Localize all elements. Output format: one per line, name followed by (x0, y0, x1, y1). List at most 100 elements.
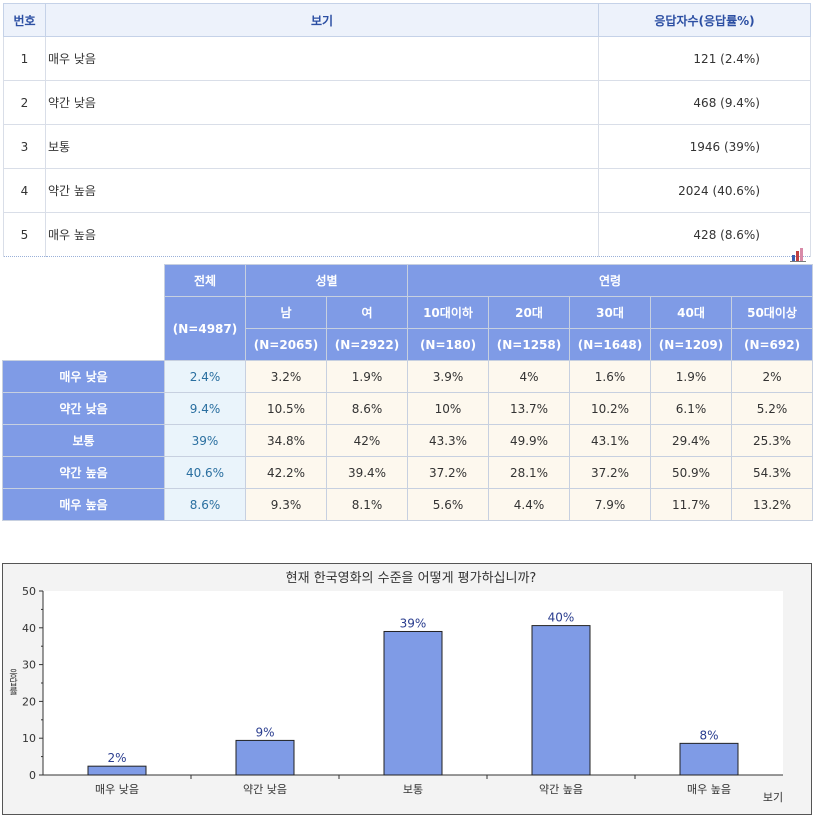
group-total: 전체 (164, 264, 246, 297)
total-n: (N=4987) (164, 296, 246, 361)
bar-data-label: 40% (548, 611, 575, 625)
row-no: 3 (3, 124, 46, 169)
row-no: 1 (3, 36, 46, 81)
x-tick-label: 보통 (403, 783, 423, 796)
row-total: 9.4% (164, 392, 246, 425)
crosstab-row: 보통 39% 34.8% 42% 43.3% 49.9% 43.1% 29.4%… (2, 424, 814, 457)
row-cell: 5.6% (407, 488, 489, 521)
crosstab-table: 전체 성별 연령 (N=4987) 남 여 10대이하 20대 30대 40대 … (2, 264, 814, 521)
row-option: 매우 낮음 (45, 36, 599, 81)
bar-chart-icon[interactable] (789, 246, 807, 262)
x-tick-label: 약간 낮음 (243, 782, 287, 796)
col-n: (N=1258) (488, 328, 570, 361)
row-cell: 42.2% (245, 456, 327, 489)
row-label: 매우 높음 (2, 488, 165, 521)
row-count: 428 (8.6%) (598, 212, 811, 257)
row-cell: 42% (326, 424, 408, 457)
row-option: 보통 (45, 124, 599, 169)
chart-ylabel: 응답률 (7, 668, 17, 695)
row-count: 468 (9.4%) (598, 80, 811, 125)
row-count: 1946 (39%) (598, 124, 811, 169)
table-row: 4 약간 높음 2024 (40.6%) (3, 168, 811, 213)
row-option: 약간 낮음 (45, 80, 599, 125)
col-label: 남 (245, 296, 327, 329)
row-cell: 37.2% (569, 456, 651, 489)
col-label: 20대 (488, 296, 570, 329)
response-table-header: 번호 보기 응답자수(응답률%) (3, 3, 811, 37)
row-no: 2 (3, 80, 46, 125)
y-tick-label: 20 (22, 695, 36, 708)
y-tick-label: 0 (29, 769, 36, 782)
row-option: 매우 높음 (45, 212, 599, 257)
bar-data-label: 9% (255, 725, 274, 739)
row-cell: 50.9% (650, 456, 732, 489)
row-cell: 10% (407, 392, 489, 425)
row-cell: 4% (488, 360, 570, 393)
row-cell: 54.3% (730, 456, 814, 489)
row-cell: 39.4% (326, 456, 408, 489)
row-cell: 34.8% (245, 424, 327, 457)
x-tick-label: 매우 높음 (687, 783, 731, 796)
row-total: 2.4% (164, 360, 246, 393)
row-total: 39% (164, 424, 246, 457)
row-total: 40.6% (164, 456, 246, 489)
col-n: (N=180) (407, 328, 489, 361)
bar (235, 739, 295, 776)
row-cell: 1.6% (569, 360, 651, 393)
bar (531, 625, 591, 776)
row-cell: 43.1% (569, 424, 651, 457)
header-count: 응답자수(응답률%) (598, 3, 811, 37)
row-cell: 43.3% (407, 424, 489, 457)
crosstab-row: 매우 높음 8.6% 9.3% 8.1% 5.6% 4.4% 7.9% 11.7… (2, 488, 814, 521)
row-cell: 1.9% (326, 360, 408, 393)
group-age: 연령 (406, 264, 814, 297)
header-option: 보기 (45, 3, 599, 37)
row-cell: 5.2% (730, 392, 814, 425)
row-no: 5 (3, 212, 46, 257)
crosstab-row: 약간 높음 40.6% 42.2% 39.4% 37.2% 28.1% 37.2… (2, 456, 814, 489)
row-cell: 1.9% (650, 360, 732, 393)
table-row: 1 매우 낮음 121 (2.4%) (3, 36, 811, 81)
row-cell: 3.9% (407, 360, 489, 393)
row-label: 매우 낮음 (2, 360, 165, 393)
col-label: 10대이하 (407, 296, 489, 329)
row-cell: 8.6% (326, 392, 408, 425)
row-count: 121 (2.4%) (598, 36, 811, 81)
col-n: (N=2065) (245, 328, 327, 361)
row-cell: 13.7% (488, 392, 570, 425)
x-tick-label: 매우 낮음 (95, 783, 139, 796)
col-n: (N=692) (730, 328, 814, 361)
row-count: 2024 (40.6%) (598, 168, 811, 213)
row-cell: 6.1% (650, 392, 732, 425)
row-cell: 4.4% (488, 488, 570, 521)
row-total: 8.6% (164, 488, 246, 521)
crosstab-corner (2, 264, 165, 361)
response-table: 번호 보기 응답자수(응답률%) 1 매우 낮음 121 (2.4%) 2 약간… (3, 3, 811, 257)
crosstab-row: 약간 낮음 9.4% 10.5% 8.6% 10% 13.7% 10.2% 6.… (2, 392, 814, 425)
row-cell: 29.4% (650, 424, 732, 457)
group-gender: 성별 (245, 264, 408, 297)
bar-chart-canvas: 현재 한국영화의 수준을 어떻게 평가하십니까? 응답률 보기 0 10 20 30 4… (7, 571, 783, 804)
col-n: (N=1209) (650, 328, 732, 361)
row-cell: 49.9% (488, 424, 570, 457)
bar-chart: 현재 한국영화의 수준을 어떻게 평가하십니까? 응답률 보기 0 10 20 30 4… (2, 563, 812, 815)
row-cell: 9.3% (245, 488, 327, 521)
row-no: 4 (3, 168, 46, 213)
y-tick-label: 40 (22, 622, 36, 635)
bar-data-label: 8% (699, 728, 718, 742)
table-row: 5 매우 높음 428 (8.6%) (3, 212, 811, 257)
row-cell: 10.5% (245, 392, 327, 425)
row-cell: 28.1% (488, 456, 570, 489)
row-cell: 2% (730, 360, 814, 393)
chart-xlabel: 보기 (763, 791, 783, 804)
table-row: 3 보통 1946 (39%) (3, 124, 811, 169)
row-label: 보통 (2, 424, 165, 457)
row-label: 약간 높음 (2, 456, 165, 489)
y-tick-label: 50 (22, 585, 36, 598)
row-cell: 37.2% (407, 456, 489, 489)
row-option: 약간 높음 (45, 168, 599, 213)
table-row: 2 약간 낮음 468 (9.4%) (3, 80, 811, 125)
bar-data-label: 2% (107, 751, 126, 765)
bar (87, 765, 147, 776)
x-tick-label: 약간 높음 (539, 782, 583, 796)
